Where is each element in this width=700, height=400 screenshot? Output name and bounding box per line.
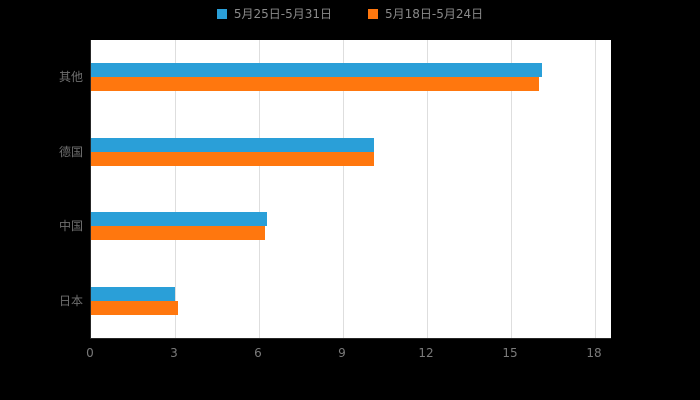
- legend: 5月25日-5月31日 5月18日-5月24日: [0, 7, 700, 21]
- x-axis-label-0: 0: [86, 346, 94, 360]
- bar-series1-中国[interactable]: [91, 212, 267, 226]
- gridline-12: [427, 40, 428, 338]
- legend-label: 5月18日-5月24日: [385, 7, 484, 21]
- gridline-6: [259, 40, 260, 338]
- y-axis-label-日本: 日本: [58, 294, 83, 308]
- legend-swatch-blue-icon: [216, 9, 227, 19]
- gridline-3: [175, 40, 176, 338]
- x-axis-label-15: 15: [502, 346, 518, 360]
- bar-series1-日本[interactable]: [91, 287, 175, 301]
- bar-series1-其他[interactable]: [91, 63, 542, 77]
- gridline-18: [595, 40, 596, 338]
- x-axis-label-3: 3: [170, 346, 178, 360]
- x-axis-label-18: 18: [586, 346, 602, 360]
- y-axis-label-德国: 德国: [58, 145, 83, 159]
- gridline-9: [343, 40, 344, 338]
- x-axis-label-9: 9: [338, 346, 346, 360]
- bar-series2-中国[interactable]: [91, 226, 265, 240]
- y-axis-label-中国: 中国: [58, 219, 83, 233]
- x-axis-label-12: 12: [418, 346, 434, 360]
- x-axis-label-6: 6: [254, 346, 262, 360]
- gridline-15: [511, 40, 512, 338]
- legend-swatch-orange-icon: [368, 9, 378, 19]
- plot-area: [90, 40, 611, 339]
- bar-series2-德国[interactable]: [91, 152, 374, 166]
- y-axis-label-其他: 其他: [58, 70, 83, 84]
- legend-item-week-previous[interactable]: 5月18日-5月24日: [368, 7, 483, 21]
- bar-series1-德国[interactable]: [91, 138, 374, 152]
- bar-series2-其他[interactable]: [91, 77, 539, 91]
- legend-item-week-current[interactable]: 5月25日-5月31日: [216, 7, 332, 21]
- legend-label: 5月25日-5月31日: [233, 7, 332, 21]
- bar-series2-日本[interactable]: [91, 301, 178, 315]
